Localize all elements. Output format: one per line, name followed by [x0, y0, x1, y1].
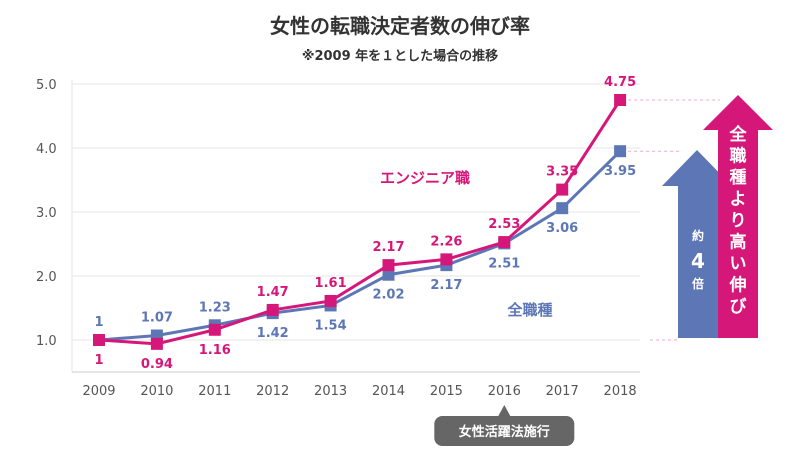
data-point-all	[614, 145, 627, 158]
data-label-all: 3.95	[604, 164, 636, 179]
data-point-engineer	[498, 236, 511, 249]
x-tick-label: 2018	[604, 384, 637, 399]
data-label-engineer: 2.17	[372, 240, 404, 255]
blue-arrow-text: 約	[692, 228, 704, 243]
data-label-all: 1.23	[199, 300, 231, 315]
event-callout	[434, 416, 575, 446]
data-point-all	[382, 268, 395, 281]
data-label-engineer: 3.35	[546, 165, 578, 180]
blue-arrow-text: 4	[691, 249, 705, 273]
pink-arrow	[703, 95, 773, 338]
data-point-all	[556, 202, 569, 215]
series-label-engineer: エンジニア職	[380, 169, 470, 187]
data-label-engineer: 2.26	[430, 234, 462, 249]
data-label-all: 2.17	[430, 278, 462, 293]
data-point-engineer	[614, 94, 627, 106]
data-point-engineer	[556, 183, 569, 196]
data-label-all: 2.02	[372, 288, 404, 303]
pink-arrow-text: 全職種より高い伸び	[729, 124, 748, 317]
y-tick-label: 1.0	[36, 334, 57, 349]
data-label-engineer: 2.53	[488, 217, 520, 232]
chart-title: 女性の転職決定者数の伸び率	[270, 14, 530, 38]
x-tick-label: 2009	[82, 384, 115, 399]
data-point-engineer	[208, 323, 221, 336]
x-tick-label: 2011	[198, 384, 231, 399]
series-line-engineer	[98, 99, 622, 346]
data-point-engineer	[382, 259, 395, 272]
chart-subtitle: ※2009 年を１とした場合の推移	[301, 49, 499, 64]
x-tick-label: 2010	[140, 384, 173, 399]
y-tick-label: 2.0	[36, 270, 57, 285]
data-label-engineer: 1.16	[199, 343, 231, 358]
y-tick-label: 4.0	[36, 142, 57, 157]
blue-arrow	[662, 150, 732, 338]
x-tick-label: 2012	[256, 384, 289, 399]
data-point-engineer	[150, 337, 163, 350]
data-label-all: 2.51	[488, 256, 520, 271]
callout-pointer	[498, 405, 511, 416]
data-label-engineer: 1.47	[257, 285, 289, 300]
data-label-engineer: 1.61	[315, 276, 347, 291]
data-label-all: 3.06	[546, 221, 578, 236]
data-label-engineer: 0.94	[141, 357, 173, 372]
y-tick-label: 3.0	[36, 206, 57, 221]
data-point-engineer	[266, 303, 279, 316]
x-tick-label: 2016	[488, 384, 521, 399]
data-point-engineer	[93, 334, 105, 346]
x-tick-label: 2017	[546, 384, 579, 399]
data-point-engineer	[324, 294, 337, 307]
series-line-all	[98, 150, 622, 342]
data-label-engineer: 1	[94, 353, 103, 368]
y-tick-label: 5.0	[36, 78, 57, 93]
data-label-all: 1	[94, 315, 103, 330]
event-callout-text: 女性活躍法施行	[459, 424, 550, 440]
data-label-all: 1.07	[141, 311, 173, 326]
data-label-engineer: 4.75	[604, 75, 636, 90]
data-point-engineer	[440, 253, 453, 266]
data-label-all: 1.54	[315, 318, 347, 333]
data-label-all: 1.42	[257, 326, 289, 341]
x-tick-label: 2015	[430, 384, 463, 399]
x-tick-label: 2013	[314, 384, 347, 399]
x-tick-label: 2014	[372, 384, 405, 399]
series-label-all: 全職種	[506, 301, 552, 319]
blue-arrow-text: 倍	[692, 276, 704, 291]
